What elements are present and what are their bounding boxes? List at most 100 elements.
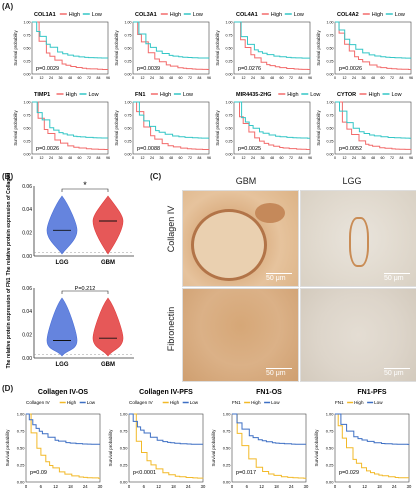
- y-axis-label: Survival probability: [215, 30, 220, 66]
- legend-low-label: Low: [294, 12, 304, 18]
- km-gene-label: TIMP1: [34, 92, 50, 98]
- km-plot-col4a2: COL4A2 High Low 0.00 0.25 0.50 0.75 1.00 0 12 24 36…: [316, 12, 413, 80]
- violin-y-tick: 0.00: [22, 356, 32, 362]
- x-tick-label: 0: [334, 484, 337, 489]
- x-tick-label: 60: [280, 76, 284, 80]
- x-tick-label: 96: [409, 76, 413, 80]
- x-tick-label: 12: [40, 156, 44, 160]
- p-value: p=0.0029: [36, 66, 59, 72]
- km-axes-frame: [334, 413, 410, 483]
- x-tick-label: 60: [179, 76, 183, 80]
- km-curve-low: [129, 413, 203, 445]
- y-tick-label: 0.25: [24, 140, 31, 144]
- y-tick-label: 0.75: [120, 429, 129, 434]
- y-tick-label: 0.00: [120, 480, 129, 485]
- km-grid-a: COL1A1 High Low 0.00 0.25 0.50 0.75 1.00 0 12 24 36…: [13, 12, 413, 160]
- p-value: p=0.0026: [339, 66, 362, 72]
- scale-bar: 50 μm: [384, 273, 410, 282]
- km-plot-timp1: TIMP1 High Low 0.00 0.25 0.50 0.75 1.00 0 12 24 36 4…: [13, 92, 110, 160]
- p-value: p=0.09: [30, 470, 47, 476]
- x-tick-label: 96: [106, 156, 110, 160]
- y-axis-label: Survival probability: [314, 429, 319, 467]
- km-curve-low: [232, 413, 306, 445]
- km-gene-label: COL4A1: [236, 12, 258, 18]
- x-tick-label: 0: [25, 484, 28, 489]
- legend-low-label: Low: [271, 400, 280, 405]
- p-value: p=0.0052: [339, 146, 362, 152]
- km-curve-low: [133, 21, 210, 59]
- significance-bracket: [61, 290, 109, 294]
- violin-panel-b: 0.00 0.02 0.04 0.06 The relative protein exp…: [6, 172, 134, 368]
- x-tick-label: 18: [68, 484, 73, 489]
- significance-label: *: [83, 180, 87, 190]
- violin-y-tick: 0.00: [22, 254, 32, 260]
- y-tick-label: 0.50: [125, 127, 132, 131]
- x-tick-label: 12: [242, 76, 246, 80]
- x-tick-label: 24: [352, 76, 356, 80]
- legend-low-label: Low: [92, 12, 102, 18]
- y-tick-label: 0.25: [226, 140, 233, 144]
- y-tick-label: 0.50: [24, 47, 31, 51]
- x-tick-label: 24: [251, 76, 255, 80]
- y-tick-label: 0.00: [326, 480, 335, 485]
- violin-y-tick: 0.04: [22, 207, 32, 213]
- x-tick-label: 36: [160, 76, 164, 80]
- km-axes-frame: [25, 413, 101, 483]
- legend-high-label: High: [369, 92, 380, 98]
- x-tick-label: 6: [246, 484, 249, 489]
- km-axes-frame: [231, 413, 307, 483]
- km-curve-high: [232, 413, 307, 479]
- y-tick-label: 0.75: [24, 34, 31, 38]
- legend-var-label: Collagen IV: [26, 400, 51, 405]
- y-axis-label: Survival probability: [114, 110, 119, 146]
- y-tick-label: 0.75: [327, 34, 334, 38]
- x-tick-label: 72: [87, 156, 91, 160]
- km-plot-fn1: FN1 High Low 0.00 0.25 0.50 0.75 1.00 0 12 24 36 48 6…: [114, 92, 211, 160]
- legend-high-label: High: [354, 400, 364, 405]
- y-tick-label: 0.25: [17, 463, 26, 468]
- y-tick-label: 0.75: [226, 114, 233, 118]
- row-label-fibronectin: Fibronectin: [166, 306, 176, 352]
- y-tick-label: 1.00: [17, 412, 26, 417]
- x-tick-label: 12: [40, 76, 44, 80]
- km-curve-high: [133, 101, 210, 150]
- x-tick-label: 24: [251, 156, 255, 160]
- legend-low-label: Low: [392, 92, 402, 98]
- x-tick-label: 72: [390, 76, 394, 80]
- x-tick-label: 36: [261, 76, 265, 80]
- y-tick-label: 0.00: [226, 73, 233, 77]
- y-tick-label: 0.25: [327, 60, 334, 64]
- km-curve-low: [335, 101, 411, 139]
- x-tick-label: 36: [261, 156, 265, 160]
- km-gene-label: COL1A1: [34, 12, 56, 18]
- x-tick-label: 12: [242, 156, 246, 160]
- y-tick-label: 0.25: [327, 140, 334, 144]
- x-tick-label: 84: [299, 156, 303, 160]
- y-tick-label: 1.00: [125, 21, 132, 25]
- y-tick-label: 0.00: [223, 480, 232, 485]
- legend-low-label: Low: [374, 400, 383, 405]
- legend-low-label: Low: [193, 12, 203, 18]
- y-tick-label: 0.50: [17, 446, 26, 451]
- km-plot-d-1: Collagen IV-OS Collagen IV High Low 0.00 0.25…: [5, 389, 103, 489]
- scale-bar: 50 μm: [266, 273, 292, 282]
- x-tick-label: 0: [334, 156, 336, 160]
- km-plot-d-4: FN1-PFS FN1 High Low 0.00 0.25 0.50 0.75 1.00 0 6 1…: [314, 389, 412, 489]
- y-tick-label: 0.50: [326, 446, 335, 451]
- x-tick-label: 30: [304, 484, 309, 489]
- km-plot-col4a1: COL4A1 High Low 0.00 0.25 0.50 0.75 1.00 0 12 24 36…: [215, 12, 312, 80]
- y-tick-label: 1.00: [327, 101, 334, 105]
- y-tick-label: 1.00: [125, 101, 132, 105]
- y-tick-label: 0.75: [125, 114, 132, 118]
- y-tick-label: 0.50: [223, 446, 232, 451]
- legend-var-label: FN1: [335, 400, 344, 405]
- legend-high-label: High: [287, 92, 298, 98]
- y-tick-label: 0.50: [125, 47, 132, 51]
- col-label-gbm: GBM: [235, 176, 257, 186]
- x-tick-label: 72: [289, 76, 293, 80]
- x-tick-label: 18: [171, 484, 176, 489]
- km-axes-frame: [132, 21, 210, 75]
- y-tick-label: 0.50: [24, 127, 31, 131]
- km-gene-label: COL3A1: [135, 12, 157, 18]
- x-tick-label: 48: [68, 156, 72, 160]
